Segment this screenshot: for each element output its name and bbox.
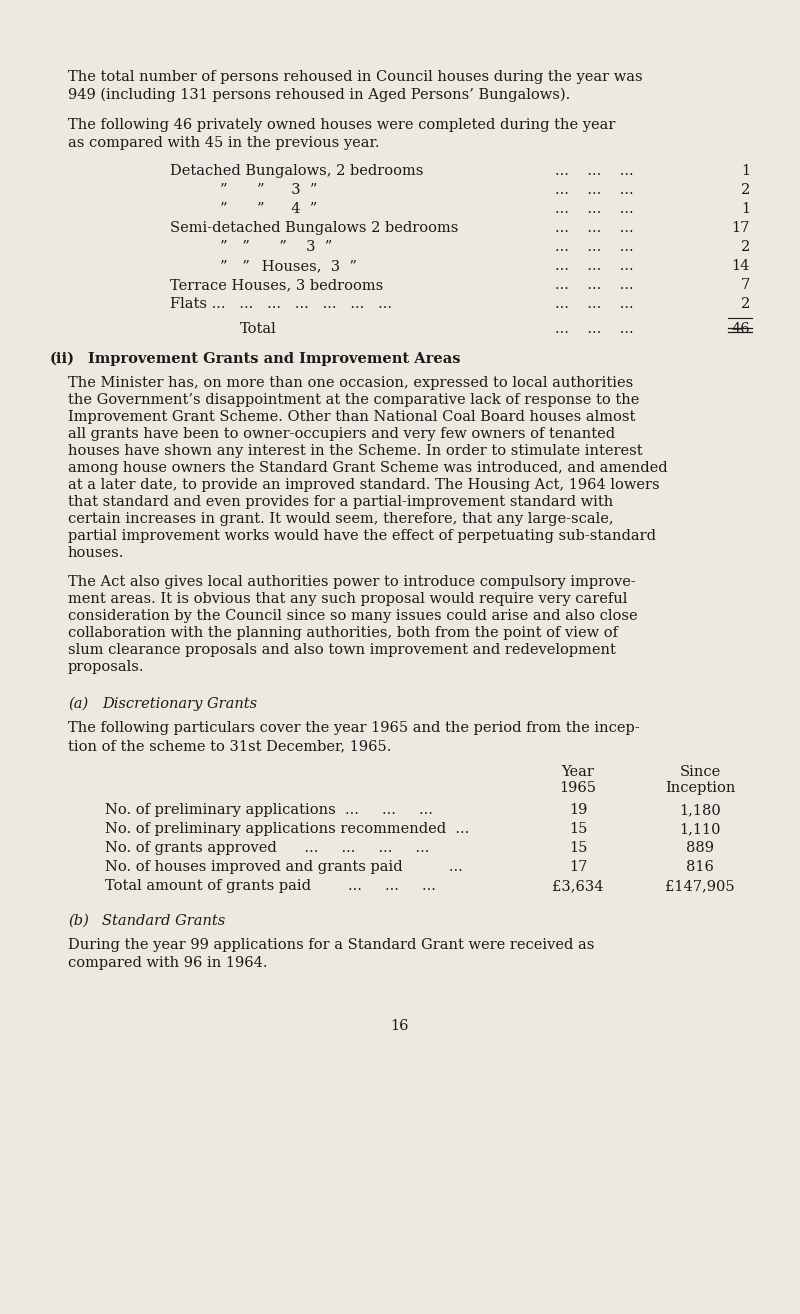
- Text: ...    ...    ...: ... ... ...: [555, 322, 634, 336]
- Text: £147,905: £147,905: [665, 879, 735, 894]
- Text: Standard Grants: Standard Grants: [102, 915, 226, 928]
- Text: ...    ...    ...: ... ... ...: [555, 297, 634, 311]
- Text: Terrace Houses, 3 bedrooms: Terrace Houses, 3 bedrooms: [170, 279, 383, 292]
- Text: 1: 1: [741, 164, 750, 177]
- Text: Semi-detached Bungalows 2 bedrooms: Semi-detached Bungalows 2 bedrooms: [170, 221, 458, 235]
- Text: 7: 7: [741, 279, 750, 292]
- Text: 17: 17: [569, 859, 587, 874]
- Text: ”    ”    3  ”: ” ” 3 ”: [220, 183, 318, 197]
- Text: ...    ...    ...: ... ... ...: [555, 183, 634, 197]
- Text: 1: 1: [741, 202, 750, 215]
- Text: houses have shown any interest in the Scheme. In order to stimulate interest: houses have shown any interest in the Sc…: [68, 444, 642, 459]
- Text: all grants have been to owner-occupiers and very few owners of tenanted: all grants have been to owner-occupiers …: [68, 427, 615, 442]
- Text: (a): (a): [68, 696, 88, 711]
- Text: at a later date, to provide an improved standard. The Housing Act, 1964 lowers: at a later date, to provide an improved …: [68, 478, 660, 491]
- Text: 1,110: 1,110: [679, 823, 721, 836]
- Text: certain increases in grant. It would seem, therefore, that any large-scale,: certain increases in grant. It would see…: [68, 512, 614, 526]
- Text: tion of the scheme to 31st December, 1965.: tion of the scheme to 31st December, 196…: [68, 738, 391, 753]
- Text: 19: 19: [569, 803, 587, 817]
- Text: ...    ...    ...: ... ... ...: [555, 240, 634, 254]
- Text: compared with 96 in 1964.: compared with 96 in 1964.: [68, 957, 267, 970]
- Text: (b): (b): [68, 915, 89, 928]
- Text: Total amount of grants paid        ...     ...     ...: Total amount of grants paid ... ... ...: [105, 879, 436, 894]
- Text: that standard and even provides for a partial-improvement standard with: that standard and even provides for a pa…: [68, 495, 614, 509]
- Text: 15: 15: [569, 823, 587, 836]
- Text: The Act also gives local authorities power to introduce compulsory improve-: The Act also gives local authorities pow…: [68, 576, 636, 589]
- Text: The following particulars cover the year 1965 and the period from the incep-: The following particulars cover the year…: [68, 721, 640, 735]
- Text: 16: 16: [390, 1018, 410, 1033]
- Text: proposals.: proposals.: [68, 660, 145, 674]
- Text: ...    ...    ...: ... ... ...: [555, 164, 634, 177]
- Text: ”  ”  Houses,  3  ”: ” ” Houses, 3 ”: [220, 259, 357, 273]
- Text: among house owners the Standard Grant Scheme was introduced, and amended: among house owners the Standard Grant Sc…: [68, 461, 668, 474]
- Text: 2: 2: [741, 297, 750, 311]
- Text: as compared with 45 in the previous year.: as compared with 45 in the previous year…: [68, 137, 379, 150]
- Text: Flats ...   ...   ...   ...   ...   ...   ...: Flats ... ... ... ... ... ... ...: [170, 297, 392, 311]
- Text: 949 (including 131 persons rehoused in Aged Persons’ Bungalows).: 949 (including 131 persons rehoused in A…: [68, 88, 570, 102]
- Text: ”    ”    4  ”: ” ” 4 ”: [220, 202, 318, 215]
- Text: houses.: houses.: [68, 547, 124, 560]
- Text: ...    ...    ...: ... ... ...: [555, 259, 634, 273]
- Text: 2: 2: [741, 183, 750, 197]
- Text: ”  ”    ”   3  ”: ” ” ” 3 ”: [220, 240, 332, 254]
- Text: ment areas. It is obvious that any such proposal would require very careful: ment areas. It is obvious that any such …: [68, 593, 627, 606]
- Text: 1965: 1965: [559, 781, 597, 795]
- Text: No. of houses improved and grants paid          ...: No. of houses improved and grants paid .…: [105, 859, 462, 874]
- Text: 17: 17: [732, 221, 750, 235]
- Text: 816: 816: [686, 859, 714, 874]
- Text: No. of grants approved      ...     ...     ...     ...: No. of grants approved ... ... ... ...: [105, 841, 430, 855]
- Text: 46: 46: [731, 322, 750, 336]
- Text: Inception: Inception: [665, 781, 735, 795]
- Text: Improvement Grants and Improvement Areas: Improvement Grants and Improvement Areas: [88, 352, 461, 367]
- Text: consideration by the Council since so many issues could arise and also close: consideration by the Council since so ma…: [68, 608, 638, 623]
- Text: 14: 14: [732, 259, 750, 273]
- Text: the Government’s disappointment at the comparative lack of response to the: the Government’s disappointment at the c…: [68, 393, 639, 407]
- Text: 15: 15: [569, 841, 587, 855]
- Text: 2: 2: [741, 240, 750, 254]
- Text: Since: Since: [679, 765, 721, 779]
- Text: 889: 889: [686, 841, 714, 855]
- Text: No. of preliminary applications  ...     ...     ...: No. of preliminary applications ... ... …: [105, 803, 433, 817]
- Text: ...    ...    ...: ... ... ...: [555, 202, 634, 215]
- Text: During the year 99 applications for a Standard Grant were received as: During the year 99 applications for a St…: [68, 938, 594, 953]
- Text: ...    ...    ...: ... ... ...: [555, 279, 634, 292]
- Text: ...    ...    ...: ... ... ...: [555, 221, 634, 235]
- Text: 1,180: 1,180: [679, 803, 721, 817]
- Text: The following 46 privately owned houses were completed during the year: The following 46 privately owned houses …: [68, 118, 615, 131]
- Text: Discretionary Grants: Discretionary Grants: [102, 696, 257, 711]
- Text: partial improvement works would have the effect of perpetuating sub-standard: partial improvement works would have the…: [68, 530, 656, 543]
- Text: (ii): (ii): [50, 352, 75, 367]
- Text: slum clearance proposals and also town improvement and redevelopment: slum clearance proposals and also town i…: [68, 643, 616, 657]
- Text: No. of preliminary applications recommended  ...: No. of preliminary applications recommen…: [105, 823, 470, 836]
- Text: Total: Total: [240, 322, 277, 336]
- Text: Year: Year: [562, 765, 594, 779]
- Text: The total number of persons rehoused in Council houses during the year was: The total number of persons rehoused in …: [68, 70, 642, 84]
- Text: The Minister has, on more than one occasion, expressed to local authorities: The Minister has, on more than one occas…: [68, 376, 634, 390]
- Text: collaboration with the planning authorities, both from the point of view of: collaboration with the planning authorit…: [68, 625, 618, 640]
- Text: Improvement Grant Scheme. Other than National Coal Board houses almost: Improvement Grant Scheme. Other than Nat…: [68, 410, 635, 424]
- Text: Detached Bungalows, 2 bedrooms: Detached Bungalows, 2 bedrooms: [170, 164, 423, 177]
- Text: £3,634: £3,634: [552, 879, 604, 894]
